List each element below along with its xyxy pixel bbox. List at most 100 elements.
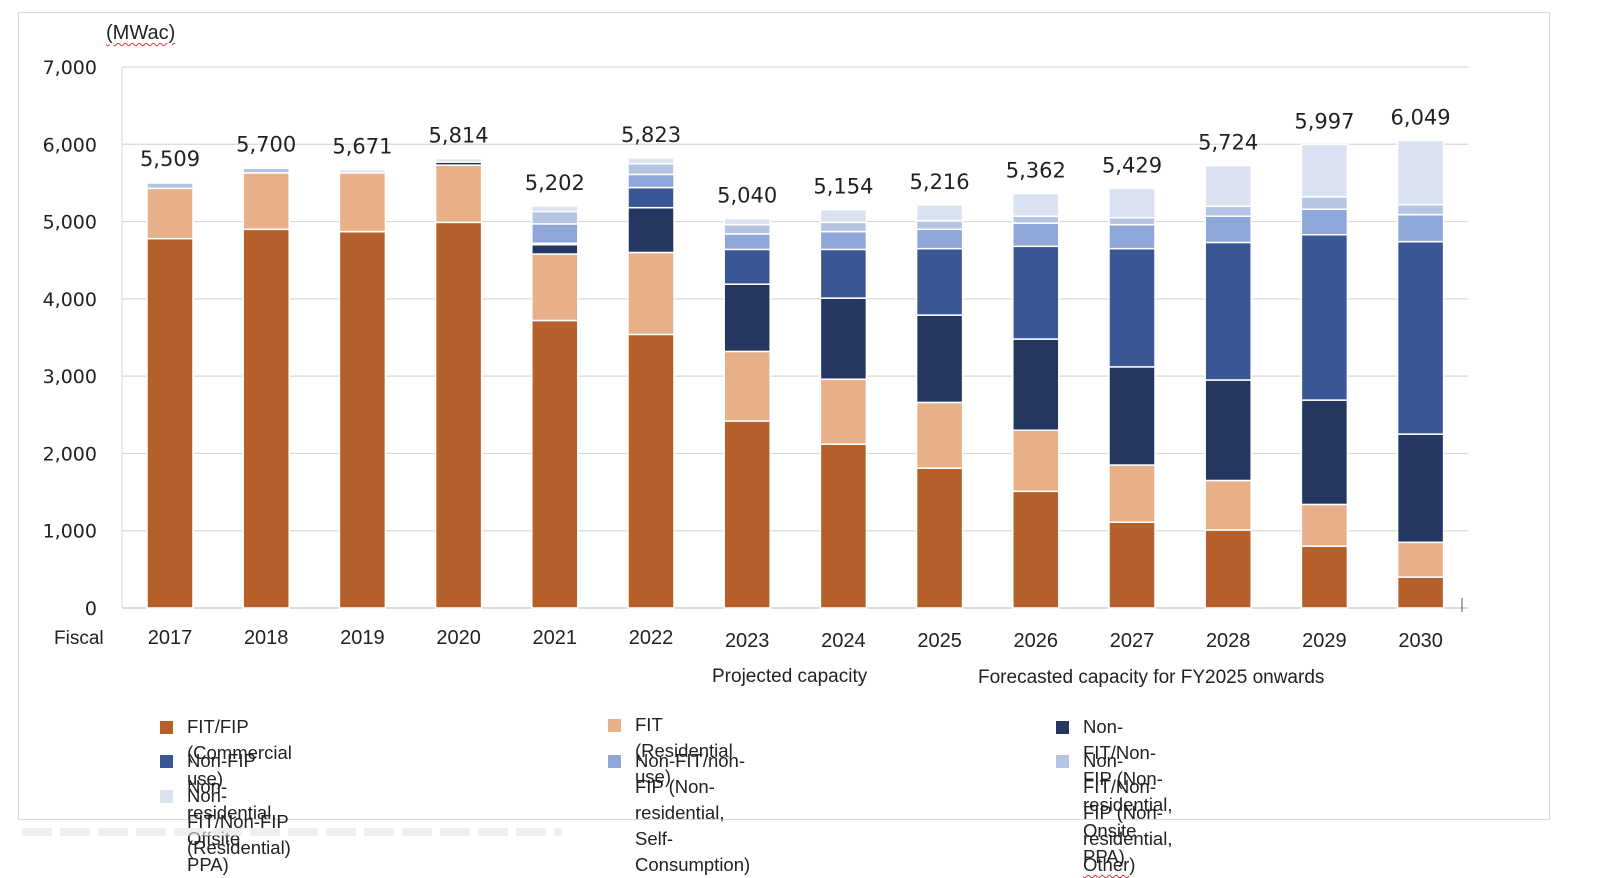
total-label-2030: 6,049 [1391,105,1451,129]
bar-segment-2024-series-3 [819,248,868,299]
y-tick-label: 1,000 [43,521,97,543]
bar-segment-2021-series-0 [531,319,579,609]
legend-item-fit-fip-commercial: FIT/FIP (Commercial use) [160,714,292,792]
unit-text: (MWac) [106,22,176,44]
x-tick-label-2020: 2020 [436,627,481,649]
bar-segment-2025-series-0 [915,467,964,609]
total-label-2024: 5,154 [813,175,873,199]
bar-segment-2022-series-2 [627,206,675,254]
bar-segment-2027-series-2 [1108,366,1156,466]
bar-segment-2018-series-0 [242,228,290,609]
bar-segment-2029-series-6 [1300,143,1349,198]
x-axis-prefix-label: Fiscal [54,628,104,649]
bar-segment-2029-series-1 [1300,503,1349,547]
bar-segment-2024-series-0 [819,443,868,609]
bar-segment-2022-series-4 [627,173,675,189]
bar-segment-2026-series-5 [1012,215,1060,224]
bar-segment-2017-series-6 [146,181,194,184]
total-label-2020: 5,814 [429,124,489,148]
x-tick-label-2027: 2027 [1110,630,1155,652]
legend-item-residential-nonfit: Non-FIT/Non-FIP (Residential) [160,783,291,861]
forecasted-capacity-label: Forecasted capacity for FY2025 onwards [978,667,1325,688]
legend-swatch [1056,755,1069,768]
bar-segment-2023-series-2 [723,283,771,353]
bar-segment-2027-series-1 [1108,464,1156,523]
bar-segment-2029-series-3 [1300,233,1349,401]
bar-segment-2026-series-4 [1012,222,1060,248]
bar-segment-2022-series-5 [627,162,675,176]
total-label-2027: 5,429 [1102,153,1162,177]
legend-item-self-consumption: Non-FIT/non-FIP (Non-residential, Self-C… [608,748,750,878]
bar-segment-2023-series-6 [723,217,771,226]
total-label-2029: 5,997 [1294,110,1354,134]
total-label-2023: 5,040 [717,183,777,207]
bar-segment-2024-series-4 [819,230,868,251]
y-tick-label: 6,000 [43,134,97,156]
bar-segment-2027-series-4 [1108,223,1156,250]
bar-segment-2028-series-5 [1204,205,1252,217]
bar-segment-2021-series-1 [531,253,579,322]
bar-segment-2029-series-2 [1300,399,1349,506]
bar-segment-2021-series-6 [531,205,579,213]
total-label-2019: 5,671 [332,135,392,159]
total-label-2021: 5,202 [525,171,585,195]
bar-segment-2022-series-1 [627,251,675,336]
x-tick-label-2026: 2026 [1014,630,1059,652]
bar-segment-2023-series-5 [723,223,771,235]
bar-segment-2027-series-0 [1108,521,1156,609]
bar-segment-2023-series-3 [723,248,771,285]
bar-segment-2026-series-6 [1012,192,1060,217]
bar-segment-2021-series-5 [531,210,579,225]
bar-segment-2021-series-4 [531,223,579,244]
legend-label: Non-FIT/Non-FIP (Non-residential, Other) [1083,748,1172,878]
bar-segment-2025-series-3 [915,247,964,316]
bar-segment-2024-series-5 [819,221,868,233]
x-tick-label-2028: 2028 [1206,630,1251,652]
bar-segment-2028-series-3 [1204,241,1252,381]
bar-segment-2017-series-5 [146,182,194,190]
bar-segment-2022-series-6 [627,157,675,165]
bar-segment-2030-series-6 [1396,139,1445,206]
bar-segment-2025-series-5 [915,220,964,231]
y-tick-label: 5,000 [43,212,97,234]
legend-swatch [608,719,621,732]
bar-segment-2027-series-6 [1108,187,1156,219]
bar-segment-2026-series-3 [1012,245,1060,340]
bar-segment-2020-series-6 [434,157,483,163]
bar-segment-2030-series-2 [1396,433,1445,544]
x-tick-label-2022: 2022 [629,627,674,649]
bar-segment-2025-series-4 [915,228,964,250]
bar-segment-2028-series-1 [1204,479,1252,531]
legend-label: Non-FIT/non-FIP (Non-residential, Self-C… [635,750,751,875]
total-label-2022: 5,823 [621,123,681,147]
total-label-2018: 5,700 [236,132,296,156]
bar-segment-2017-series-0 [146,237,194,609]
x-tick-label-2029: 2029 [1302,630,1347,652]
y-tick-label: 4,000 [43,289,97,311]
bar-segment-2029-series-5 [1300,196,1349,210]
x-tick-label-2024: 2024 [821,630,866,652]
total-label-2017: 5,509 [140,147,200,171]
bar-segment-2023-series-4 [723,233,771,251]
bar-segment-2029-series-0 [1300,545,1349,609]
legend-item-fit-residential: FIT (Residential use) [608,712,733,790]
bar-segment-2019-series-6 [338,168,387,174]
y-axis-unit-label: (MWac) [106,22,175,45]
bar-segment-2025-series-6 [915,204,964,222]
bar-segment-2023-series-0 [723,420,771,609]
legend-label-end: ) [1129,854,1136,875]
x-tick-label-2030: 2030 [1398,630,1443,652]
bar-segment-2030-series-5 [1396,203,1445,216]
legend-swatch [160,790,173,803]
stacked-bar-chart: 0 1,000 2,000 3,000 4,000 5,000 6,000 7,000 Fisc… [43,57,1468,652]
bar-segment-2028-series-0 [1204,529,1252,609]
bar-segment-2030-series-1 [1396,541,1445,578]
bar-segment-2026-series-0 [1012,490,1060,609]
legend-label-flagged-word: Other [1083,854,1130,875]
legend-label: FIT (Residential use) [635,714,733,787]
legend-swatch [608,755,621,768]
bar-segment-2027-series-3 [1108,247,1156,368]
legend-label: Non-FIT/Non-FIP (Residential) [187,785,291,858]
y-tick-label: 3,000 [43,366,97,388]
bar-segment-2020-series-1 [434,164,483,224]
